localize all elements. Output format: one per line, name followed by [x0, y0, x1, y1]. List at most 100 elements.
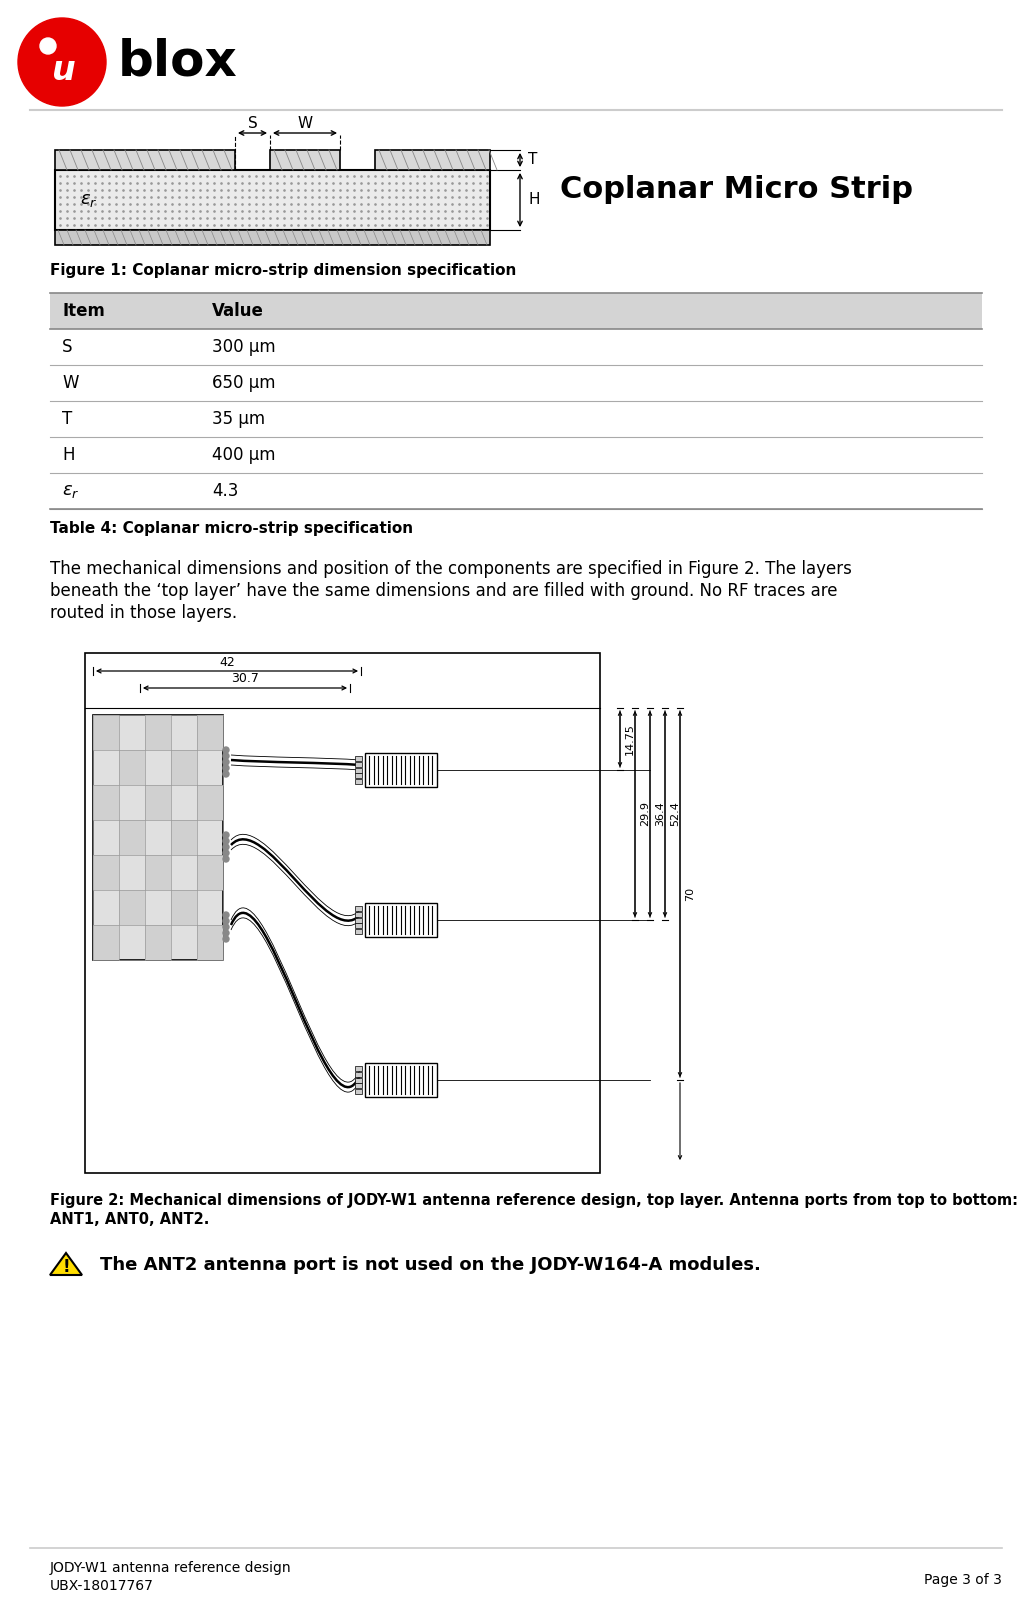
Bar [197, 855, 223, 891]
Text: ANT1, ANT0, ANT2.: ANT1, ANT0, ANT2. [50, 1212, 209, 1226]
Bar [355, 778, 362, 783]
Bar [93, 855, 119, 891]
Circle shape [223, 770, 229, 777]
Text: T: T [528, 152, 538, 167]
Text: Item: Item [62, 302, 105, 319]
Text: W: W [62, 374, 78, 392]
Bar [119, 820, 146, 855]
Text: H: H [62, 446, 74, 464]
Circle shape [18, 18, 106, 106]
Bar [50, 364, 982, 401]
Text: UBX-18017767: UBX-18017767 [50, 1579, 154, 1594]
Bar [171, 820, 197, 855]
Text: S: S [248, 117, 257, 132]
Text: routed in those layers.: routed in those layers. [50, 603, 237, 623]
Text: The ANT2 antenna port is not used on the JODY-W164-A modules.: The ANT2 antenna port is not used on the… [100, 1257, 761, 1274]
Bar [355, 1088, 362, 1095]
Bar [375, 149, 490, 170]
Bar [355, 774, 362, 778]
Bar [146, 714, 171, 750]
Circle shape [40, 39, 56, 55]
Bar [355, 762, 362, 767]
Bar [93, 785, 119, 820]
Bar [365, 753, 437, 786]
Text: T: T [62, 409, 72, 429]
Text: 35 μm: 35 μm [212, 409, 265, 429]
Bar [93, 924, 119, 960]
Text: Figure 2: Mechanical dimensions of JODY-W1 antenna reference design, top layer. : Figure 2: Mechanical dimensions of JODY-… [50, 1194, 1018, 1209]
Bar [270, 149, 340, 170]
Circle shape [223, 753, 229, 759]
Text: 14.75: 14.75 [625, 724, 635, 754]
Bar [171, 750, 197, 785]
Text: W: W [297, 117, 313, 132]
Bar [50, 401, 982, 437]
Bar [197, 785, 223, 820]
Text: S: S [62, 339, 72, 356]
Bar [50, 473, 982, 509]
Bar [355, 912, 362, 916]
Circle shape [223, 855, 229, 862]
Circle shape [223, 918, 229, 924]
Bar [355, 918, 362, 923]
Bar [55, 230, 490, 246]
Text: 36.4: 36.4 [655, 801, 665, 827]
Circle shape [223, 929, 229, 936]
Text: 400 μm: 400 μm [212, 446, 276, 464]
Text: 42: 42 [219, 655, 235, 669]
Bar [119, 750, 146, 785]
Text: 300 μm: 300 μm [212, 339, 276, 356]
Polygon shape [50, 1254, 82, 1274]
Circle shape [223, 838, 229, 844]
Text: Coplanar Micro Strip: Coplanar Micro Strip [560, 175, 913, 204]
Bar [355, 1083, 362, 1088]
Bar [93, 714, 223, 960]
Bar [171, 891, 197, 924]
Text: Value: Value [212, 302, 264, 319]
Bar [365, 1063, 437, 1096]
Bar [55, 149, 235, 170]
Bar [50, 294, 982, 329]
Text: 650 μm: 650 μm [212, 374, 276, 392]
Text: 52.4: 52.4 [670, 801, 680, 827]
Bar [85, 653, 600, 1173]
Circle shape [223, 851, 229, 855]
Text: 30.7: 30.7 [231, 672, 259, 685]
Text: 29.9: 29.9 [640, 801, 650, 827]
Circle shape [223, 746, 229, 753]
Bar [50, 329, 982, 364]
Text: Page 3 of 3: Page 3 of 3 [924, 1573, 1002, 1587]
Bar [365, 904, 437, 937]
Bar [55, 170, 490, 230]
Bar [119, 891, 146, 924]
Circle shape [223, 831, 229, 838]
Circle shape [223, 924, 229, 929]
Bar [355, 767, 362, 772]
Text: $\varepsilon_r$: $\varepsilon_r$ [80, 191, 98, 209]
Text: JODY-W1 antenna reference design: JODY-W1 antenna reference design [50, 1562, 292, 1575]
Text: The mechanical dimensions and position of the components are specified in Figure: The mechanical dimensions and position o… [50, 560, 851, 578]
Bar [355, 929, 362, 934]
Circle shape [223, 912, 229, 918]
Text: 70: 70 [685, 888, 695, 900]
Circle shape [223, 844, 229, 851]
Bar [355, 756, 362, 761]
Text: beneath the ‘top layer’ have the same dimensions and are filled with ground. No : beneath the ‘top layer’ have the same di… [50, 583, 838, 600]
Text: H: H [528, 193, 540, 207]
Bar [197, 714, 223, 750]
Bar [197, 924, 223, 960]
Text: blox: blox [118, 39, 237, 87]
Bar [355, 1066, 362, 1071]
Circle shape [223, 766, 229, 770]
Bar [146, 855, 171, 891]
Text: Table 4: Coplanar micro-strip specification: Table 4: Coplanar micro-strip specificat… [50, 522, 413, 536]
Circle shape [223, 936, 229, 942]
Bar [355, 1072, 362, 1077]
Text: $\varepsilon_r$: $\varepsilon_r$ [62, 482, 79, 501]
Circle shape [223, 759, 229, 766]
Text: 4.3: 4.3 [212, 482, 238, 501]
Text: u: u [53, 53, 76, 87]
Bar [355, 1077, 362, 1082]
Bar [355, 907, 362, 912]
Bar [146, 924, 171, 960]
